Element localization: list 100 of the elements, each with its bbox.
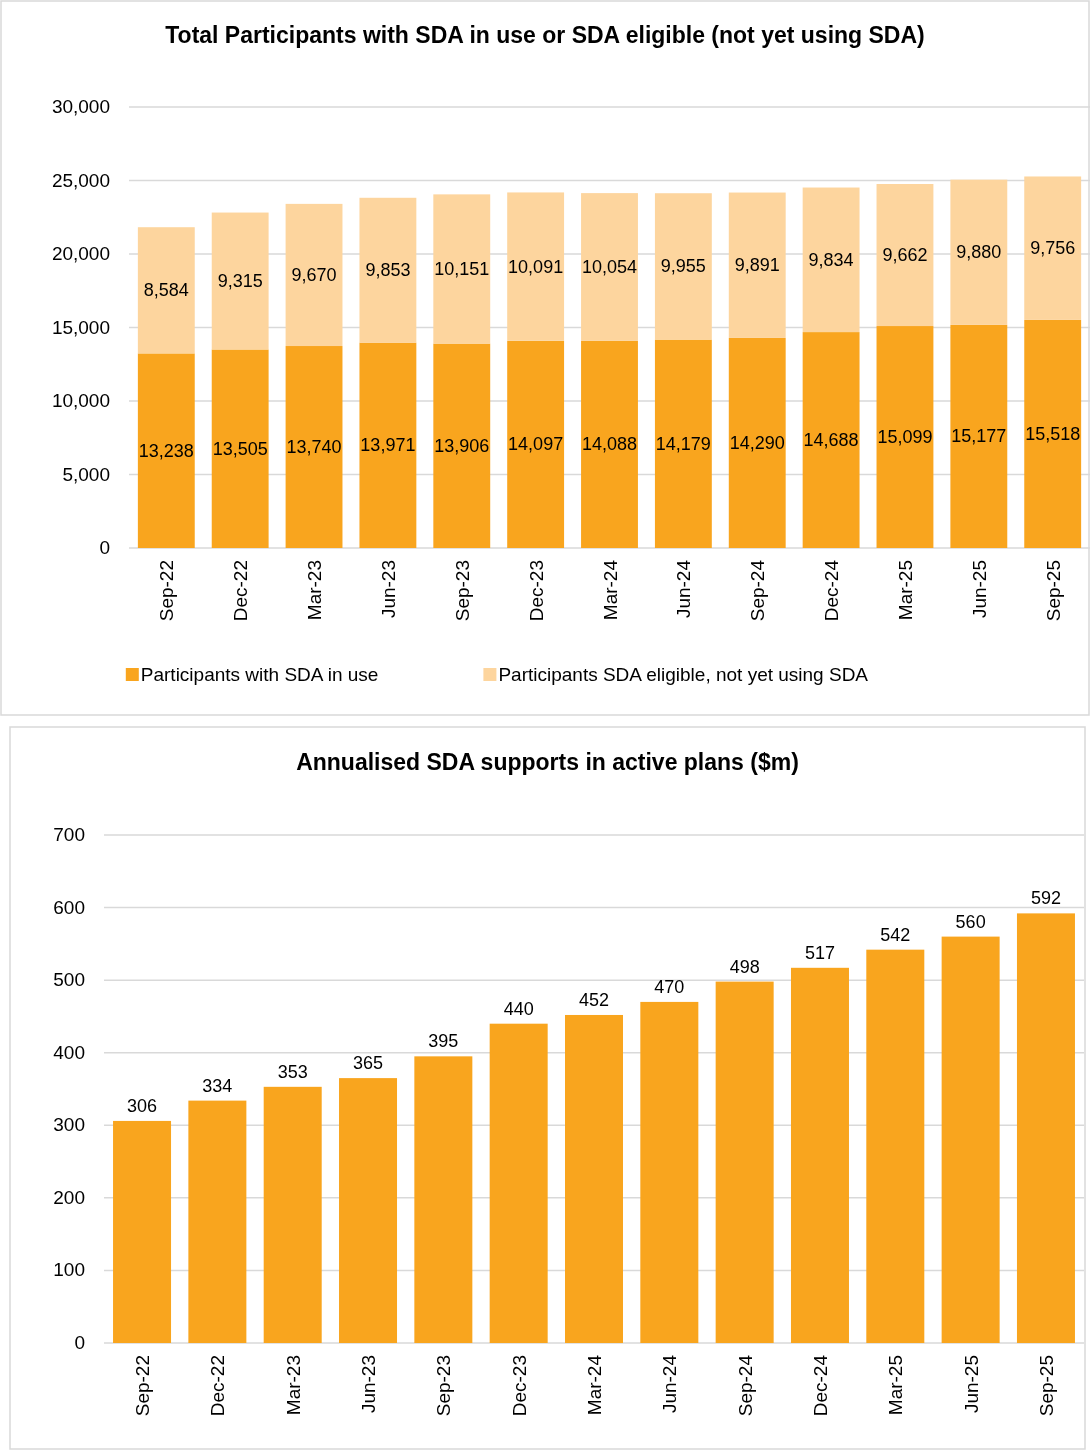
chart-title: Annualised SDA supports in active plans ($m) [296,749,799,775]
y-tick-label: 700 [53,824,85,845]
data-label: 592 [1030,888,1061,909]
data-label: 517 [804,942,835,963]
data-label: 10,091 [508,256,564,277]
bar [950,324,1008,548]
bar [728,337,786,548]
bar [866,949,925,1343]
data-label: 560 [955,911,986,932]
x-tick-label: Sep-23 [451,560,473,622]
y-tick-label: 15,000 [51,316,110,338]
bar [339,1078,398,1343]
y-tick-label: 10,000 [51,390,110,411]
data-label: 13,238 [138,440,194,461]
data-label: 14,088 [581,434,638,455]
data-label: 542 [880,924,911,945]
bar [433,343,491,548]
y-tick-label: 20,000 [51,243,110,264]
bar [285,346,343,548]
x-tick-label: Dec-23 [525,560,547,622]
bar [581,340,638,548]
data-label: 10,054 [581,257,638,278]
bar [507,192,565,341]
bar [790,967,849,1343]
bar [581,193,638,341]
x-tick-label: Sep-25 [1042,560,1064,622]
legend-label: Participants SDA eligible, not yet using SDA [498,664,869,685]
x-tick-label: Jun-23 [358,1355,380,1414]
data-label: 9,853 [365,260,411,281]
data-label: 9,880 [956,242,1002,263]
data-label: 440 [503,998,534,1019]
y-tick-label: 600 [53,896,85,918]
data-label: 9,662 [882,245,928,266]
data-label: 498 [729,956,760,977]
x-tick-label: Jun-25 [960,1355,982,1414]
bar [433,194,491,344]
data-label: 8,584 [143,280,189,301]
x-tick-label: Mar-25 [885,1355,907,1416]
x-tick-label: Mar-23 [282,1355,304,1416]
bar [113,1120,172,1343]
data-label: 14,097 [508,434,564,455]
bar [507,340,565,548]
x-tick-label: Sep-25 [1035,1355,1057,1417]
bar [802,187,860,333]
bar [876,184,934,327]
bar [137,227,195,354]
data-label: 395 [428,1031,459,1052]
x-tick-label: Dec-22 [230,560,252,622]
bar [489,1023,548,1343]
data-label: 9,834 [808,249,854,270]
data-label: 14,179 [655,433,711,454]
bar [941,936,1000,1343]
x-tick-label: Mar-23 [304,560,326,621]
bar [359,342,417,548]
data-label: 14,688 [803,430,859,451]
y-tick-label: 30,000 [51,96,110,117]
y-tick-label: 25,000 [51,169,110,191]
bar [654,339,712,548]
y-tick-label: 200 [53,1186,85,1208]
y-tick-label: 0 [74,1332,85,1353]
bar [950,179,1008,325]
data-label: 15,518 [1025,423,1081,444]
data-label: 13,505 [212,438,268,459]
bar [565,1014,623,1343]
x-tick-label: Jun-24 [659,1354,681,1414]
bar [188,1100,247,1343]
bar [1024,176,1082,320]
y-tick-label: 100 [53,1259,85,1281]
data-label: 14,290 [729,432,785,453]
bar [1024,319,1082,548]
x-tick-label: Sep-22 [132,1355,154,1417]
x-tick-label: Dec-22 [207,1355,229,1417]
data-label: 15,177 [951,426,1007,447]
data-label: 9,955 [660,256,706,277]
y-tick-label: 500 [53,969,85,991]
data-label: 306 [127,1095,158,1116]
data-label: 9,670 [291,264,337,285]
data-label: 470 [654,976,685,997]
x-tick-label: Jun-24 [673,559,695,619]
data-label: 13,906 [434,435,490,456]
data-label: 353 [277,1061,308,1082]
bar [640,1001,699,1343]
data-label: 15,099 [877,427,933,448]
bar [211,349,269,548]
bar [1016,913,1075,1343]
y-tick-label: 400 [53,1041,85,1063]
bar [728,192,786,338]
legend-label: Participants with SDA in use [140,664,379,685]
x-tick-label: Dec-24 [821,559,843,622]
x-tick-label: Mar-24 [584,1354,605,1416]
x-tick-label: Sep-24 [747,559,769,622]
x-tick-label: Dec-24 [809,1354,831,1417]
bar [802,332,860,548]
bar [876,326,934,548]
data-label: 9,891 [734,255,780,276]
x-tick-label: Sep-22 [156,560,178,622]
bar [715,981,774,1343]
y-tick-label: 0 [99,537,110,558]
bar [211,212,269,350]
y-tick-label: 5,000 [62,463,110,485]
